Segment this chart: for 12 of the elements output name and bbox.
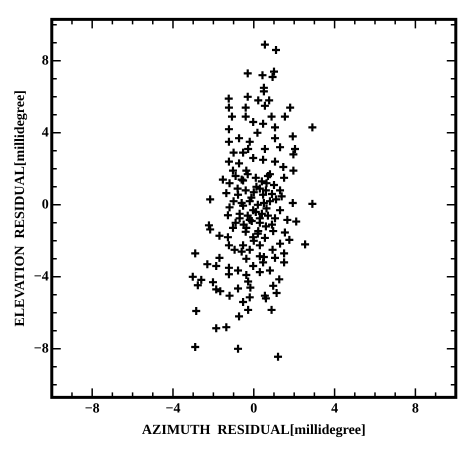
x-tick-label: 8 bbox=[412, 401, 419, 416]
x-tick-label: −8 bbox=[84, 401, 100, 416]
x-tick-label: 4 bbox=[331, 401, 338, 416]
x-tick-label: −4 bbox=[165, 401, 180, 416]
y-tick-label: 0 bbox=[42, 197, 49, 212]
x-tick-label: 0 bbox=[250, 401, 258, 416]
y-axis-title: ELEVATION RESIDUAL[millidegree] bbox=[13, 90, 28, 327]
y-tick-label: −4 bbox=[34, 269, 49, 284]
y-tick-label: −8 bbox=[34, 341, 49, 356]
x-axis-title: AZIMUTH RESIDUAL[millidegree] bbox=[142, 423, 366, 438]
y-tick-label: 4 bbox=[42, 125, 49, 140]
y-tick-label: 8 bbox=[42, 53, 49, 68]
